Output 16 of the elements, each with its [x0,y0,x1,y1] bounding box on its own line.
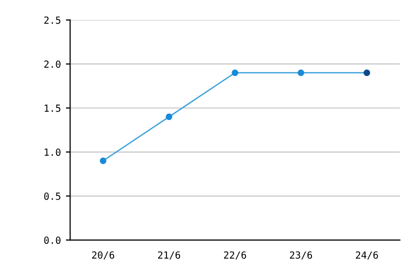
x-tick-label: 21/6 [158,251,180,260]
point [298,70,304,76]
x-tick-label: 20/6 [92,251,114,260]
point [232,70,238,76]
y-tick-label: 2.0 [44,60,60,68]
x-tick-label: 24/6 [356,251,378,260]
y-tick-label: 0.0 [44,236,60,244]
point [100,158,106,164]
y-tick-label: 2.5 [44,16,60,24]
x-tick-label: 22/6 [224,251,246,260]
y-tick-label: 1.0 [44,148,60,156]
y-tick-label: 1.5 [44,104,60,112]
point [166,114,172,120]
point [364,70,370,76]
y-tick-label: 0.5 [44,192,60,200]
x-tick-label: 23/6 [290,251,312,260]
